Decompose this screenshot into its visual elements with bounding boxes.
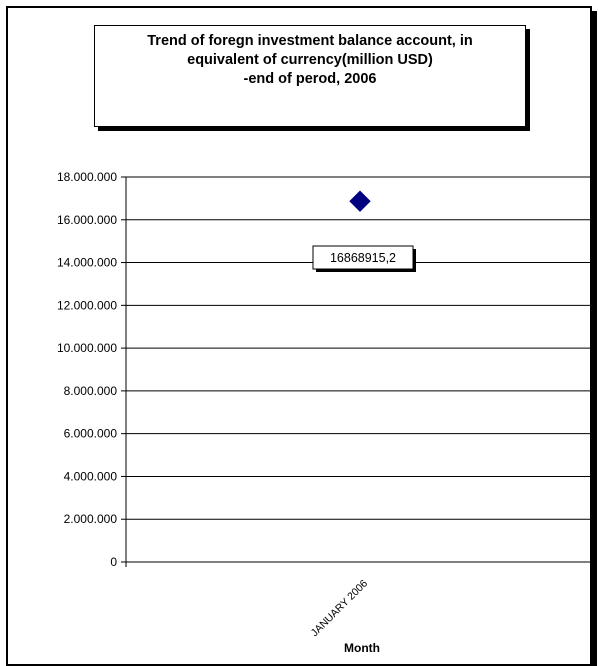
y-tick-label: 16.000.000 bbox=[57, 213, 117, 227]
y-tick-label: 2.000.000 bbox=[64, 512, 118, 526]
data-label-box bbox=[312, 245, 414, 270]
x-axis-title: Month bbox=[344, 641, 380, 655]
y-tick-label: 18.000.000 bbox=[57, 170, 117, 184]
data-label: 16868915,2 bbox=[330, 251, 396, 265]
chart-title-line-3: -end of perod, 2006 bbox=[243, 71, 377, 87]
y-tick-label: 12.000.000 bbox=[57, 298, 117, 312]
y-tick-label: 4.000.000 bbox=[64, 469, 118, 483]
x-tick-label: JANUARY 2006 bbox=[309, 578, 371, 640]
y-tick-label: 14.000.000 bbox=[57, 256, 117, 270]
y-tick-label: 10.000.000 bbox=[57, 341, 117, 355]
y-tick-label: 6.000.000 bbox=[64, 427, 118, 441]
chart-title-box: Trend of foregn investment balance accou… bbox=[94, 25, 526, 127]
chart-title-line-1: Trend of foregn investment balance accou… bbox=[147, 33, 473, 49]
chart-title-line-2: equivalent of currency(million USD) bbox=[187, 52, 433, 68]
data-point-diamond bbox=[349, 190, 371, 212]
y-tick-label: 0 bbox=[110, 555, 117, 569]
y-tick-label: 8.000.000 bbox=[64, 384, 118, 398]
